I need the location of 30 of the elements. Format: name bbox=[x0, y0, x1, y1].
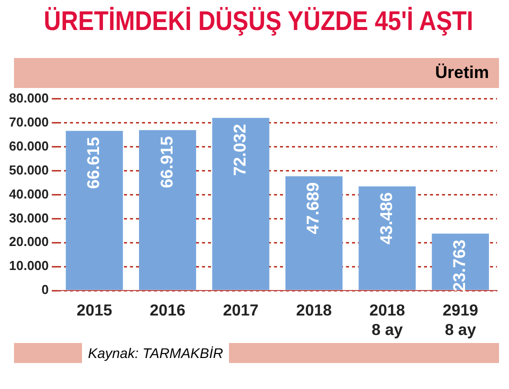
text: Kaynak: TARMAKBİR bbox=[82, 343, 230, 363]
bar bbox=[139, 130, 196, 290]
data-label: 47.689 bbox=[304, 182, 323, 234]
data-label: 66.915 bbox=[157, 136, 176, 188]
chart-subtitle: Üretim bbox=[435, 63, 489, 82]
x-tick-label: 2018 8 ay bbox=[369, 302, 406, 339]
bar bbox=[285, 176, 343, 290]
bar bbox=[358, 186, 416, 290]
data-label: 66.615 bbox=[84, 136, 104, 189]
chart-title: ÜRETİMDEKİ DÜŞÜŞ YÜZDE 45'İ AŞTI bbox=[43, 6, 473, 38]
y-tick-label: 40.000 bbox=[8, 186, 49, 202]
x-tick-label: 2017 bbox=[222, 302, 259, 320]
y-tick-label: 30.000 bbox=[8, 210, 49, 226]
bar bbox=[432, 234, 489, 290]
y-tick-label: 20.000 bbox=[8, 234, 49, 250]
y-tick-label: 10.000 bbox=[8, 258, 49, 274]
y-tick-label: 50.000 bbox=[8, 162, 49, 178]
y-tick-label: 70.000 bbox=[8, 114, 49, 130]
x-tick-label: 2015 bbox=[76, 302, 112, 320]
y-tick-label: 80.000 bbox=[8, 90, 49, 106]
bar bbox=[212, 118, 270, 290]
data-label: 72.032 bbox=[230, 124, 250, 176]
x-tick-label: 2018 bbox=[296, 302, 332, 320]
y-tick-label: 0 bbox=[42, 282, 49, 298]
data-label: 23.763 bbox=[450, 240, 470, 292]
y-tick-label: 60.000 bbox=[8, 138, 49, 154]
x-tick-label: 2919 8 ay bbox=[442, 302, 478, 339]
x-tick-label: 2016 bbox=[150, 302, 186, 320]
bar bbox=[66, 130, 123, 290]
data-label: 43.486 bbox=[376, 192, 396, 244]
